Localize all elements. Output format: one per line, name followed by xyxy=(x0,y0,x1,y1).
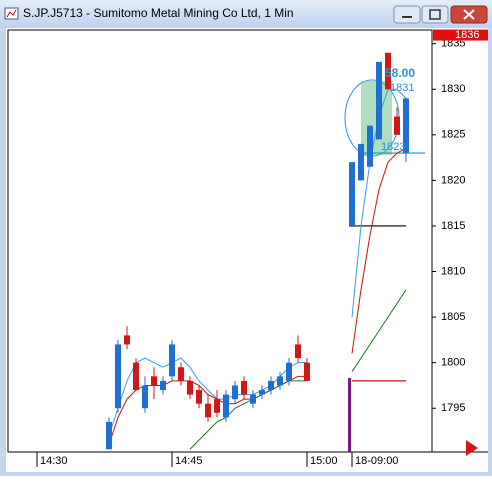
candle-body xyxy=(385,52,391,90)
scroll-arrow[interactable] xyxy=(466,440,478,456)
close-glyph xyxy=(463,9,475,20)
candle-body xyxy=(187,380,193,395)
candle-body xyxy=(403,98,409,154)
y-tick-label: 1810 xyxy=(441,265,465,277)
y-tick-label: 1820 xyxy=(441,174,465,186)
y-tick-label: 1805 xyxy=(441,311,465,323)
candle-body xyxy=(106,421,112,450)
candle-body xyxy=(115,344,121,409)
minimize-button[interactable] xyxy=(393,5,421,24)
x-tick-label: 14:30 xyxy=(40,455,68,467)
window-title: S.JP.J5713 - Sumitomo Metal Mining Co Lt… xyxy=(23,6,294,20)
candle-body xyxy=(268,380,274,391)
annotation: 58.00 xyxy=(385,66,415,80)
candle-body xyxy=(259,390,265,395)
maximize-glyph xyxy=(429,9,441,20)
candle-body xyxy=(232,385,238,400)
x-tick-label: 14:45 xyxy=(175,455,203,467)
candle-body xyxy=(286,362,292,381)
candle-body xyxy=(376,61,382,140)
window-icon-glyph xyxy=(6,9,17,18)
candle-body xyxy=(277,376,283,386)
x-tick-label: 15:00 xyxy=(310,455,338,467)
candle-body xyxy=(133,362,139,391)
candle-body xyxy=(151,376,157,386)
y-tick-label: 1800 xyxy=(441,357,465,369)
last-price-box xyxy=(433,29,488,41)
candle-body xyxy=(178,367,184,381)
candle-body xyxy=(205,403,211,418)
y-tick-label: 1830 xyxy=(441,83,465,95)
candle-body xyxy=(304,362,310,381)
candle-body xyxy=(295,344,301,359)
candle-body xyxy=(241,380,247,395)
candle-body xyxy=(214,399,220,413)
y-tick-label: 1795 xyxy=(441,402,465,414)
candle-body xyxy=(223,394,229,418)
candle-body xyxy=(196,390,202,404)
maximize-button[interactable] xyxy=(421,5,449,24)
y-tick-label: 1815 xyxy=(441,220,465,232)
moving-average-line xyxy=(189,289,407,450)
annotation: 1823 xyxy=(381,141,405,153)
candle-body xyxy=(160,380,166,391)
candle-body xyxy=(349,162,355,226)
candle-body xyxy=(124,335,130,345)
candle-body xyxy=(142,385,148,409)
annotation: 1831 xyxy=(390,82,414,94)
x-tick-label: 18-09:00 xyxy=(355,455,398,467)
candle-body xyxy=(367,125,373,167)
candle-body xyxy=(394,116,400,135)
candle-body xyxy=(250,394,256,404)
indicator-bar xyxy=(348,378,351,452)
y-tick-label: 1825 xyxy=(441,129,465,141)
candle-body xyxy=(169,344,175,377)
candle-body xyxy=(358,143,364,181)
y-tick-label: 1835 xyxy=(441,38,465,50)
last-price-label: 1836 xyxy=(455,29,479,41)
